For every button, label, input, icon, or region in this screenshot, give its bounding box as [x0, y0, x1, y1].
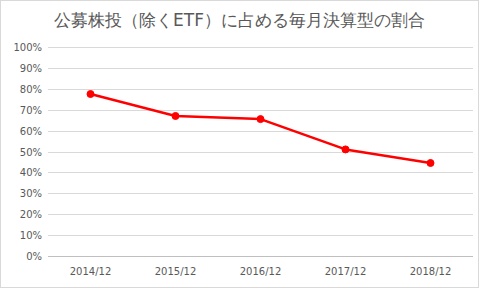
chart-frame — [1, 1, 479, 288]
grid-line — [48, 193, 473, 194]
x-tick-label: 2014/12 — [70, 266, 112, 277]
x-tick-label: 2015/12 — [155, 266, 197, 277]
y-tick-label: 50% — [20, 147, 42, 158]
plot-area — [87, 91, 434, 167]
point — [342, 146, 349, 153]
y-tick-label: 0% — [26, 251, 42, 262]
x-tick-label: 2016/12 — [240, 266, 282, 277]
grid-line — [48, 256, 473, 257]
point — [257, 116, 264, 123]
series-line — [91, 94, 431, 163]
x-axis — [48, 256, 473, 257]
y-tick-label: 90% — [20, 63, 42, 74]
grid-line — [48, 89, 473, 90]
point — [427, 159, 434, 166]
y-tick-label: 30% — [20, 188, 42, 199]
y-tick-label: 100% — [13, 42, 42, 53]
y-tick-label: 60% — [20, 126, 42, 137]
y-tick-label: 20% — [20, 209, 42, 220]
y-tick-label: 40% — [20, 167, 42, 178]
grid-line — [48, 47, 473, 48]
x-tick-label: 2018/12 — [410, 266, 452, 277]
title: 公募株投（除くETF）に占める毎月決算型の割合 — [54, 10, 425, 30]
point — [172, 112, 179, 119]
y-tick-label: 70% — [20, 105, 42, 116]
chart: 公募株投（除くETF）に占める毎月決算型の割合 0% 10% 20% 30% 40% 50%… — [0, 0, 479, 288]
grid-line — [48, 131, 473, 132]
y-tick-label: 80% — [20, 84, 42, 95]
x-tick-label: 2017/12 — [325, 266, 367, 277]
grid-line — [48, 172, 473, 173]
point — [87, 91, 94, 98]
grid-line — [48, 110, 473, 111]
grid-line — [48, 152, 473, 153]
grid-line — [48, 214, 473, 215]
grid-line — [48, 68, 473, 69]
grid-line — [48, 235, 473, 236]
y-tick-label: 10% — [20, 230, 42, 241]
